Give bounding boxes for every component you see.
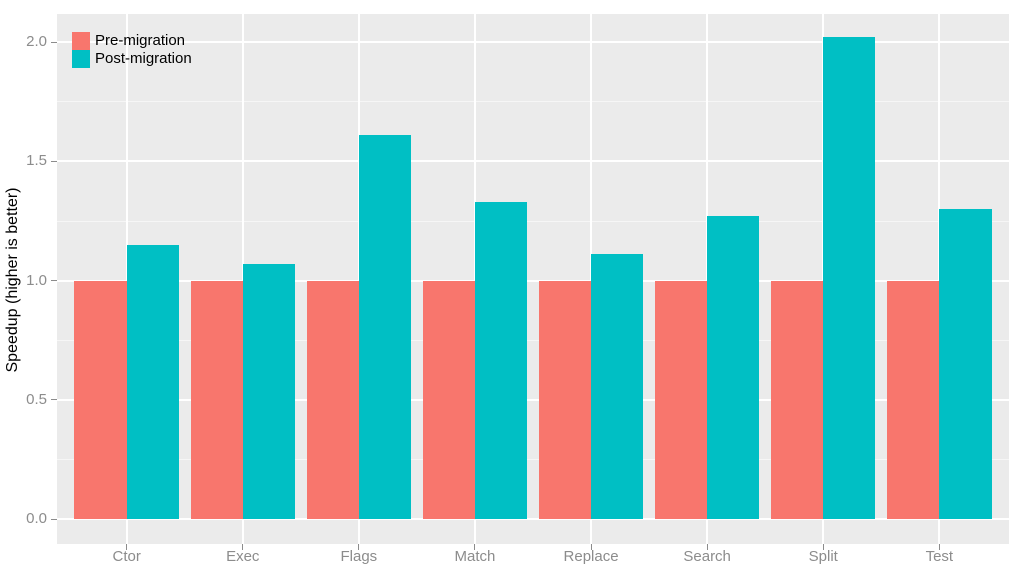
legend: Pre-migration Post-migration xyxy=(72,32,192,68)
x-tick-mark xyxy=(358,544,360,550)
x-tick-mark xyxy=(474,544,476,550)
x-tick-mark xyxy=(822,544,824,550)
y-tick-mark xyxy=(51,160,57,162)
bar-pre-migration-flags xyxy=(306,280,359,520)
gridline-minor xyxy=(57,101,1009,103)
y-tick-mark xyxy=(51,399,57,401)
gridline-major xyxy=(57,160,1009,163)
bar-pre-migration-search xyxy=(654,280,708,520)
x-tick-label-search: Search xyxy=(683,548,731,565)
gridline-major xyxy=(57,279,1009,282)
y-tick-label: 0.5 xyxy=(26,390,47,408)
bar-pre-migration-ctor xyxy=(74,280,127,520)
legend-entry-post-migration: Post-migration xyxy=(72,50,192,68)
x-tick-label-match: Match xyxy=(454,548,496,565)
x-tick-label-exec: Exec xyxy=(226,548,260,565)
bar-post-migration-split xyxy=(823,37,876,520)
legend-swatch-post-migration xyxy=(72,50,90,68)
bar-pre-migration-replace xyxy=(538,280,592,520)
legend-entry-pre-migration: Pre-migration xyxy=(72,32,192,50)
gridline-minor xyxy=(57,459,1009,461)
bar-pre-migration-test xyxy=(887,280,940,520)
x-tick-mark xyxy=(590,544,592,550)
gridline-major xyxy=(57,41,1009,44)
bar-post-migration-flags xyxy=(358,135,412,520)
bar-post-migration-search xyxy=(707,216,760,520)
bar-pre-migration-exec xyxy=(190,280,243,520)
x-tick-label-replace: Replace xyxy=(563,548,619,565)
x-tick-label-test: Test xyxy=(925,548,954,565)
x-tick-label-flags: Flags xyxy=(340,548,378,565)
bar-post-migration-test xyxy=(939,209,992,520)
bar-post-migration-replace xyxy=(591,254,644,520)
bar-post-migration-match xyxy=(474,201,528,520)
bar-pre-migration-split xyxy=(771,280,824,520)
bar-post-migration-exec xyxy=(242,263,295,520)
x-tick-mark xyxy=(242,544,244,550)
plot-panel xyxy=(57,14,1009,544)
y-tick-label: 1.5 xyxy=(26,152,47,170)
gridline-major xyxy=(57,518,1009,521)
bar-pre-migration-match xyxy=(422,280,475,520)
y-tick-mark xyxy=(51,41,57,43)
gridline-major xyxy=(57,398,1009,401)
bar-post-migration-ctor xyxy=(126,244,179,520)
x-tick-mark xyxy=(706,544,708,550)
y-tick-label: 0.0 xyxy=(26,510,47,528)
x-tick-mark xyxy=(938,544,940,550)
x-tick-mark xyxy=(126,544,128,550)
y-tick-mark xyxy=(51,280,57,282)
y-tick-label: 2.0 xyxy=(26,33,47,51)
legend-label: Post-migration xyxy=(95,50,192,67)
x-tick-label-ctor: Ctor xyxy=(112,548,141,565)
gridline-minor xyxy=(57,220,1009,222)
gridline-minor xyxy=(57,339,1009,341)
legend-label: Pre-migration xyxy=(95,32,186,49)
legend-swatch-pre-migration xyxy=(72,32,90,50)
y-tick-mark xyxy=(51,518,57,520)
x-tick-label-split: Split xyxy=(808,548,838,565)
y-tick-label: 1.0 xyxy=(26,271,47,289)
